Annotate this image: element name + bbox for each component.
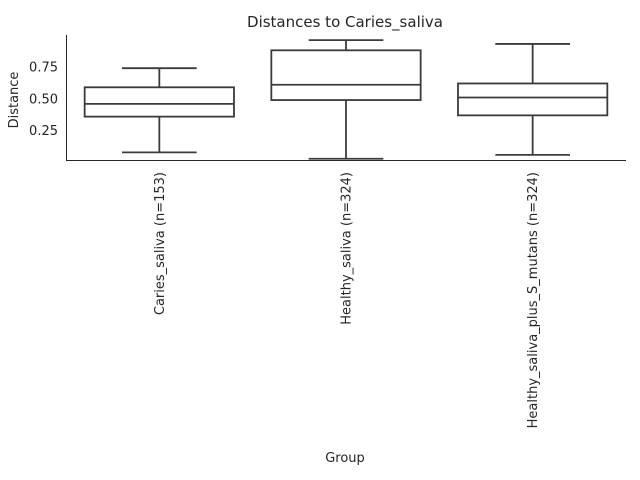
x-tick-label: Caries_saliva (n=153)	[153, 172, 168, 315]
box-group	[457, 43, 609, 156]
y-axis-label: Distance	[7, 72, 22, 129]
y-ticks: 0.25 0.50 0.75	[29, 60, 58, 139]
x-tick-label: Healthy_saliva_plus_S_mutans (n=324)	[526, 172, 541, 428]
iqr-box	[270, 49, 422, 101]
iqr-box	[457, 82, 609, 117]
x-tick-label: Healthy_saliva (n=324)	[340, 172, 355, 325]
y-tick-label: 0.75	[29, 60, 58, 75]
x-ticks: Caries_saliva (n=153) Healthy_saliva (n=3…	[153, 172, 541, 428]
y-tick-label: 0.25	[29, 124, 58, 139]
y-tick-label: 0.50	[29, 92, 58, 107]
chart-title: Distances to Caries_saliva	[247, 13, 443, 32]
box-group	[83, 67, 235, 154]
boxes	[83, 39, 609, 160]
x-axis-label: Group	[325, 451, 365, 466]
box-group	[270, 39, 422, 160]
iqr-box	[83, 86, 235, 118]
